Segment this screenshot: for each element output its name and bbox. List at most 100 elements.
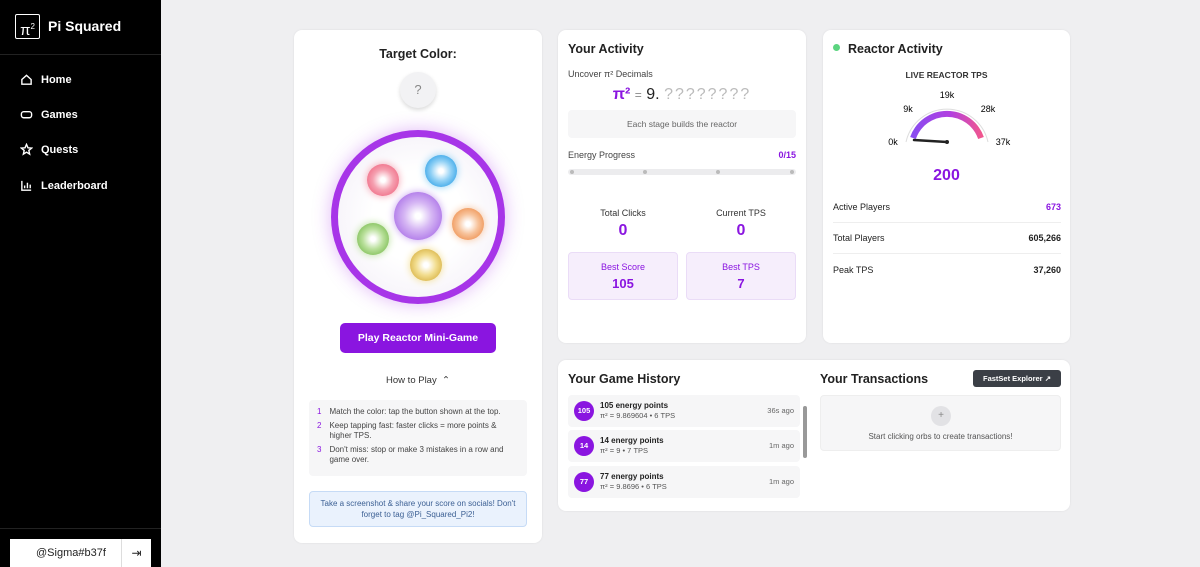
row-label: Total Players (833, 233, 885, 243)
nav-label[interactable]: Leaderboard (41, 179, 108, 192)
instructions: 1 Match the color: tap the button shown a… (309, 400, 527, 476)
stat-row: Peak TPS 37,260 (833, 254, 1061, 285)
entry-detail: π² = 9.869604 • 6 TPS (600, 411, 676, 420)
entry-detail: π² = 9.8696 • 6 TPS (600, 482, 667, 491)
step: 1 Match the color: tap the button shown a… (317, 407, 519, 418)
subtitle: Uncover π² Decimals (568, 69, 653, 79)
step: 2 Keep tapping fast: faster clicks = more… (317, 421, 519, 442)
orb[interactable] (410, 249, 442, 281)
stage-dot (570, 170, 574, 174)
formula-int: 9 (646, 86, 656, 103)
divider (0, 54, 161, 55)
stat-label: Best TPS (722, 262, 760, 272)
how-to-play-label[interactable]: How to Play (386, 375, 437, 386)
step-number: 1 (317, 407, 322, 416)
entry-time: 1m ago (768, 477, 794, 486)
orb[interactable] (357, 223, 389, 255)
reactor-card: Reactor Activity LIVE REACTOR TPS 0k 9k … (823, 30, 1070, 343)
row-value: 37,260 (1033, 264, 1061, 275)
step-number: 2 (317, 420, 322, 430)
stat: Total Clicks 0 (568, 194, 678, 242)
gauge-title: LIVE REACTOR TPS (905, 70, 988, 80)
gauge-needle (912, 138, 949, 144)
orb[interactable] (394, 192, 442, 240)
card-title: Reactor Activity (848, 42, 943, 56)
stat-value: 0 (618, 222, 628, 239)
live-indicator (833, 44, 840, 51)
progress-track (568, 169, 796, 175)
history-entry[interactable]: 77 77 energy points π² = 9.8696 • 6 TPS 1m … (568, 466, 800, 498)
how-to-play-toggle[interactable]: How to Play ⌃ (386, 375, 450, 386)
nav-item[interactable]: Home (20, 73, 72, 86)
stat-value: 0 (736, 222, 746, 239)
score-badge: 14 (574, 436, 594, 456)
stage-dot (716, 170, 720, 174)
user-account[interactable]: @Sigma#b37f (10, 539, 121, 567)
nav-item[interactable]: Leaderboard (20, 179, 108, 192)
scrollbar[interactable] (803, 406, 807, 458)
stat-label: Best Score (600, 262, 646, 272)
stat: Best TPS 7 (686, 252, 796, 300)
orb[interactable] (425, 155, 457, 187)
transactions-empty: + Start clicking orbs to create transact… (820, 395, 1061, 451)
stat-label: Current TPS (716, 208, 766, 218)
step: 3 Don't miss: stop or make 3 mistakes in … (317, 445, 519, 466)
stat: Current TPS 0 (686, 194, 796, 242)
sidebar: π2 Pi Squared Home Games Quests Leaderbo… (0, 0, 161, 567)
step-text: Keep tapping fast: faster clicks = more … (329, 420, 497, 441)
logo-exp: 2 (30, 22, 35, 31)
nav-label[interactable]: Games (41, 108, 78, 121)
history-entry[interactable]: 105 105 energy points π² = 9.869604 • 6 TP… (568, 395, 800, 427)
stat-label: Total Clicks (600, 208, 646, 218)
row-label: Active Players (833, 202, 891, 212)
entry-points: 14 energy points (600, 436, 664, 445)
nav-item[interactable]: Games (20, 108, 78, 121)
explorer-button[interactable]: FastSet Explorer ↗ (973, 370, 1061, 387)
activity-card: Your Activity Uncover π² Decimals π² = 9… (558, 30, 806, 343)
step-text: Don't miss: stop or make 3 mistakes in a… (329, 444, 504, 465)
entry-time: 1m ago (768, 441, 794, 450)
gauge-label: 28k (981, 104, 996, 114)
brand: Pi Squared (48, 18, 122, 34)
history-card: Your Game History 105 105 energy points π²… (558, 360, 1070, 511)
formula-symbol: π² (612, 86, 631, 103)
orb[interactable] (452, 208, 484, 240)
row-label: Peak TPS (833, 264, 874, 275)
gauge: 0k 9k 19k 28k 37k (888, 90, 1011, 147)
share-note: Take a screenshot & share your score on … (309, 491, 527, 527)
logo: π2 (15, 14, 40, 39)
stat-row: Active Players 673 (833, 192, 1061, 223)
nav-label[interactable]: Quests (41, 143, 79, 156)
gauge-label: 37k (996, 137, 1011, 147)
entry-points: 105 energy points (600, 401, 669, 410)
formula-dot: . (655, 86, 660, 103)
step-text: Match the color: tap the button shown at… (329, 407, 501, 416)
orb[interactable] (367, 164, 399, 196)
explorer-label[interactable]: FastSet Explorer (983, 374, 1043, 383)
entry-time: 36s ago (767, 406, 794, 415)
empty-icon: + (931, 406, 951, 426)
gauge-hub (945, 140, 949, 144)
game-card: Target Color: ? Play Reactor Mini-Game H… (294, 30, 542, 543)
divider (0, 528, 161, 529)
nav-label[interactable]: Home (41, 73, 72, 86)
row-value: 673 (1045, 202, 1061, 212)
gauge-label: 9k (903, 104, 913, 114)
logo-symbol: π (20, 22, 31, 39)
logout-button[interactable]: ⇥ (121, 539, 151, 567)
progress-label: Energy Progress (568, 150, 636, 160)
play-button[interactable]: Play Reactor Mini-Game (340, 323, 496, 353)
pi-formula: π² = 9. ???????? (558, 86, 806, 104)
card-title: Your Transactions (820, 372, 929, 386)
gauge-label: 19k (940, 90, 955, 100)
history-entry[interactable]: 14 14 energy points π² = 9 • 7 TPS 1m ago (568, 430, 800, 462)
formula-decimals: ???????? (664, 86, 752, 103)
score-badge: 77 (574, 472, 594, 492)
gauge-value: 200 (933, 167, 960, 184)
target-color: ? (400, 72, 436, 108)
nav-item[interactable]: Quests (20, 143, 78, 156)
gauge-arc (910, 110, 984, 140)
stat: Best Score 105 (568, 252, 678, 300)
card-title: Your Activity (568, 42, 644, 56)
